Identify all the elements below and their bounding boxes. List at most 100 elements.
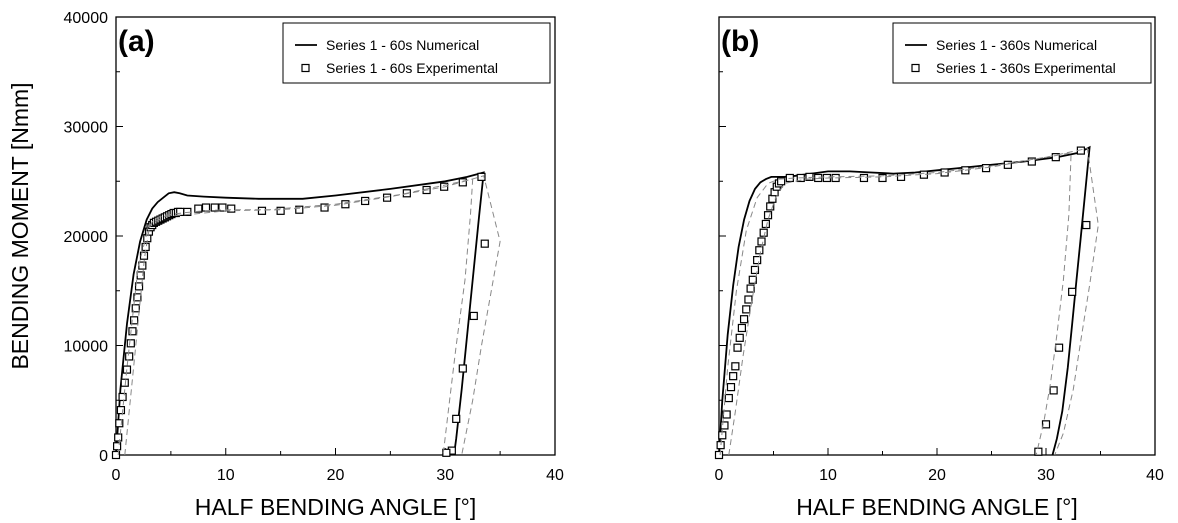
panel-label: (b) — [721, 25, 759, 58]
experimental-data-point — [759, 228, 768, 237]
legend-box — [892, 22, 1152, 84]
x-tick-label: 10 — [217, 467, 235, 484]
panel-a: 0 10 20 30 40 0 10000 20000 30000 40000 HALF BENDI… — [7, 10, 564, 520]
experimental-data-point — [735, 333, 744, 342]
experimental-data-point — [753, 255, 762, 265]
experimental-data-point — [227, 204, 236, 213]
experimental-data-point — [761, 219, 770, 229]
experimental-data-point — [341, 200, 350, 209]
experimental-data-point — [1034, 447, 1043, 456]
experimental-data-point — [748, 275, 757, 284]
experimental-data-point — [218, 203, 227, 212]
legend-marker-square — [911, 63, 920, 73]
experimental-data-point — [755, 246, 764, 255]
experimental-data-point — [176, 207, 185, 217]
experimental-data-point — [859, 173, 869, 183]
experimental-data-point — [131, 304, 140, 313]
experimental-data-point — [111, 450, 121, 460]
x-tick-label: 40 — [546, 467, 564, 484]
legend-entry-label: Series 1 - 60s Experimental — [326, 60, 498, 76]
experimental-data-point — [112, 442, 122, 451]
experimental-data-point — [452, 414, 461, 423]
y-tick-label: 10000 — [64, 339, 109, 356]
y-tick-label: 30000 — [64, 120, 109, 137]
experimental-data-point — [138, 261, 147, 270]
experimental-data-point — [130, 316, 139, 325]
experimental-data-point — [120, 378, 129, 387]
legend-entry-label: Series 1 - 360s Experimental — [936, 60, 1116, 76]
experimental-data-point — [210, 203, 219, 212]
experimental-data-point — [458, 178, 467, 187]
legend-entry-label: Series 1 - 60s Numerical — [326, 37, 479, 53]
experimental-data-point — [746, 284, 755, 293]
experimental-data-point — [763, 211, 773, 220]
x-tick-label: 0 — [715, 467, 724, 484]
experimental-data-point — [742, 305, 751, 314]
experimental-data-point — [757, 237, 766, 246]
experimental-data-point — [141, 242, 150, 252]
panel-label: (a) — [118, 25, 155, 58]
experimental-data-point — [469, 311, 478, 321]
experimental-data-point — [125, 352, 134, 361]
y-axis-label: BENDING MOMENT [Nmm] — [7, 82, 33, 369]
x-tick-label: 10 — [819, 467, 837, 484]
x-tick-label: 30 — [1037, 467, 1055, 484]
experimental-data-point — [295, 205, 304, 214]
experimental-data-point — [766, 202, 775, 211]
numerical-series-line — [115, 171, 485, 456]
experimental-data-point — [726, 383, 736, 392]
experimental-data-point — [724, 393, 733, 403]
experimental-data-point — [139, 251, 149, 260]
legend-entry-label: Series 1 - 360s Numerical — [936, 37, 1097, 53]
experimental-data-point — [744, 295, 753, 304]
experimental-data-point — [1054, 343, 1064, 352]
numerical-series-line — [718, 145, 1091, 456]
experimental-data-point — [731, 362, 740, 371]
experimental-data-point — [733, 343, 742, 352]
x-tick-label: 40 — [1146, 467, 1164, 484]
legend: Series 1 - 60s Numerical Series 1 - 60s E… — [282, 22, 551, 84]
x-tick-label: 0 — [112, 467, 121, 484]
experimental-data-point — [1049, 386, 1058, 395]
experimental-data-point — [134, 282, 144, 291]
experimental-data-point — [133, 293, 142, 302]
experimental-data-point — [480, 239, 489, 248]
dashed-envelope-line — [124, 178, 474, 456]
dashed-envelope-line — [117, 175, 501, 456]
experimental-data-point — [257, 206, 267, 215]
x-axis-label: HALF BENDING ANGLE [°] — [195, 494, 476, 520]
experimental-data-point — [750, 265, 760, 275]
experimental-data-point — [458, 364, 467, 373]
experimental-data-point — [276, 206, 285, 215]
y-tick-label: 0 — [99, 448, 108, 465]
x-tick-label: 30 — [436, 467, 454, 484]
experimental-data-point — [1003, 160, 1012, 169]
y-tick-label: 20000 — [64, 229, 109, 246]
experimental-data-point — [114, 433, 123, 442]
legend-box — [282, 22, 551, 84]
legend-marker-square — [301, 63, 310, 73]
y-tick-label: 40000 — [64, 10, 109, 27]
experimental-data-point — [126, 339, 135, 348]
experimental-data-point — [116, 406, 126, 415]
legend: Series 1 - 360s Numerical Series 1 - 360s… — [892, 22, 1152, 84]
experimental-data-point — [720, 421, 729, 430]
experimental-data-point — [1068, 287, 1077, 296]
experimental-data-point — [194, 204, 203, 213]
experimental-data-point — [1051, 153, 1060, 162]
experimental-data-point — [777, 177, 786, 186]
experimental-data-point — [1041, 420, 1051, 429]
experimental-data-point — [814, 173, 823, 183]
experimental-data-point — [118, 392, 127, 402]
experimental-data-point — [729, 372, 738, 381]
experimental-data-point — [739, 315, 749, 324]
x-axis-label: HALF BENDING ANGLE [°] — [796, 494, 1077, 520]
experimental-data-point — [737, 323, 746, 333]
experimental-data-point — [714, 450, 724, 460]
experimental-data-point — [1027, 157, 1036, 166]
experimental-data-point — [115, 419, 124, 428]
experimental-data-point — [878, 173, 887, 183]
panel-b: 0 10 20 30 40 HALF BENDING ANGLE [°] (b) Series… — [714, 16, 1164, 520]
experimental-data-point — [805, 172, 814, 181]
